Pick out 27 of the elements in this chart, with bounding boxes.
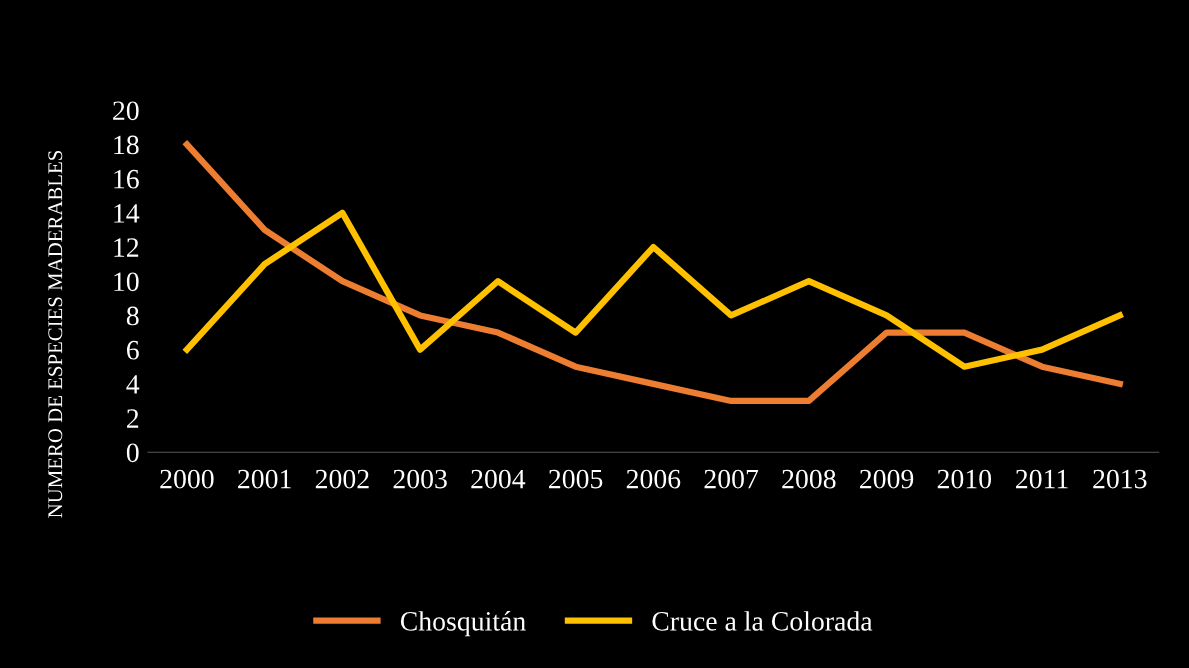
y-tick-label: 2 <box>127 409 139 428</box>
x-tick-label: 2004 <box>471 469 526 489</box>
x-tick-label: 2007 <box>704 469 759 489</box>
y-tick-label: 20 <box>113 101 139 121</box>
y-axis-title: NUMERO DE ESPECIES MADERABLES <box>48 150 63 518</box>
x-tick-label: 2001 <box>238 469 291 489</box>
legend-label: Cruce a la Colorada <box>652 611 873 631</box>
y-tick-label: 14 <box>114 204 140 223</box>
x-tick-label: 2008 <box>782 469 836 489</box>
y-tick-label: 10 <box>114 272 139 292</box>
y-tick-label: 16 <box>114 169 139 189</box>
x-tick-label: 2003 <box>393 469 447 489</box>
x-tick-label: 2002 <box>315 469 369 489</box>
x-tick-label: 2005 <box>549 469 603 489</box>
y-tick-label: 4 <box>126 375 140 394</box>
y-tick-label: 8 <box>126 306 139 326</box>
y-tick-label: 18 <box>114 135 139 155</box>
x-tick-label: 2010 <box>937 469 992 489</box>
x-tick-label: 2006 <box>626 469 681 489</box>
x-tick-label: 2009 <box>860 469 914 489</box>
y-tick-label: 12 <box>114 238 139 257</box>
legend-label: Chosquitán <box>400 611 526 637</box>
x-tick-label: 2011 <box>1016 469 1068 489</box>
x-tick-label: 2000 <box>160 469 214 489</box>
y-tick-label: 0 <box>126 443 139 463</box>
x-tick-label: 2013 <box>1093 469 1147 489</box>
y-tick-label: 6 <box>127 340 139 360</box>
